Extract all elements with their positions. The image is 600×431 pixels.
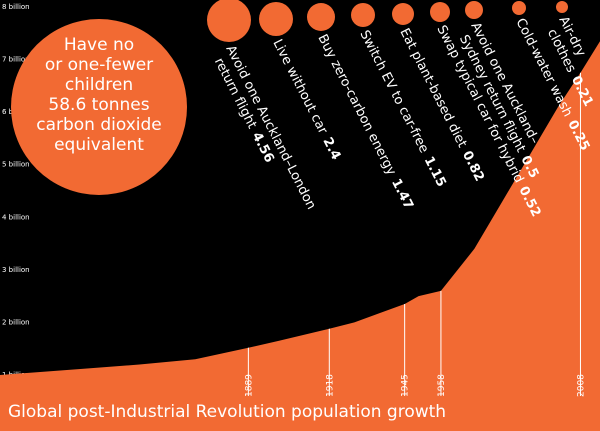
headline-line: Have no <box>64 35 134 55</box>
action-bubble <box>465 1 483 19</box>
milestone-lines <box>247 72 581 396</box>
headline-line: or one-fewer <box>45 55 153 75</box>
headline-text: Have no or one-fewer children 58.6 tonnes ca… <box>36 35 162 155</box>
y-tick-label: 4 billion <box>2 213 30 221</box>
y-tick-label: 7 billion <box>2 56 30 64</box>
headline-line: 58.6 tonnes <box>48 95 149 115</box>
action-bubble <box>556 1 568 13</box>
action-bubble <box>392 3 414 25</box>
milestone-year-label: 1945 <box>401 374 411 397</box>
headline-line: equivalent <box>54 135 144 155</box>
y-tick-label: 8 billion <box>2 3 30 11</box>
action-bubble <box>430 2 450 22</box>
y-tick-label: 5 billion <box>2 161 30 169</box>
y-tick-label: 2 billion <box>2 318 30 326</box>
action-bubble <box>307 3 335 31</box>
action-bubble <box>259 2 293 36</box>
action-bubble <box>512 1 526 15</box>
headline-bubble <box>11 19 187 195</box>
milestone-year-label: 2008 <box>576 374 586 397</box>
action-bubbles <box>207 0 568 42</box>
milestone-year-label: 1889 <box>244 374 254 397</box>
milestone-year-label: 1918 <box>325 374 335 397</box>
milestone-year-label: 1958 <box>437 374 447 397</box>
headline-line: carbon dioxide <box>36 115 162 135</box>
population-area <box>0 41 600 431</box>
action-bubble <box>207 0 251 42</box>
action-bubble <box>351 3 375 27</box>
chart-title: Global post-Industrial Revolution popula… <box>8 402 446 422</box>
milestone-year-labels: 1889 1918 1945 1958 2008 <box>244 374 586 397</box>
headline-line: children <box>65 75 133 95</box>
y-tick-label: 3 billion <box>2 266 30 274</box>
